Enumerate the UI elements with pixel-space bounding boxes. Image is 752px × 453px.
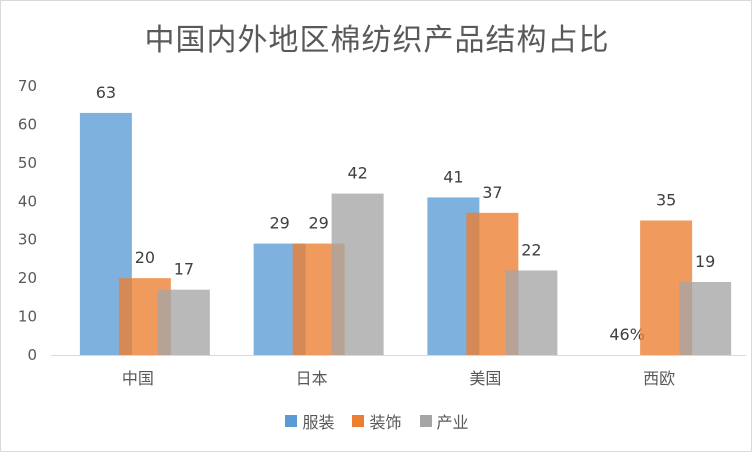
legend-label: 服装 <box>302 413 335 432</box>
y-tick-label: 40 <box>18 192 37 210</box>
data-label: 37 <box>482 183 502 202</box>
data-label: 35 <box>656 191 676 210</box>
legend-label: 产业 <box>436 413 469 432</box>
y-tick-label: 60 <box>18 115 37 133</box>
data-label: 29 <box>269 214 289 233</box>
x-category-label: 日本 <box>296 369 328 388</box>
data-label: 20 <box>135 248 155 267</box>
data-label: 22 <box>521 240 541 259</box>
legend-label: 装饰 <box>369 413 402 432</box>
legend-item: 产业 <box>419 409 469 433</box>
data-label: 17 <box>174 260 194 279</box>
bar-产业 <box>679 281 732 355</box>
data-label: 41 <box>443 167 463 186</box>
bar-产业 <box>331 193 384 355</box>
data-label: 29 <box>308 214 328 233</box>
legend-item: 服装 <box>285 409 334 433</box>
x-category-label: 美国 <box>469 369 501 388</box>
x-category-label: 西欧 <box>643 369 675 388</box>
chart-legend: 服装 装饰 产业 <box>1 409 752 433</box>
x-category-label: 中国 <box>122 369 154 388</box>
y-tick-label: 50 <box>18 154 37 172</box>
legend-swatch <box>352 415 365 427</box>
bar-产业 <box>505 270 558 355</box>
data-label: 46% <box>609 325 645 344</box>
data-label: 42 <box>347 164 367 183</box>
legend-item: 装饰 <box>352 409 402 433</box>
bar-产业 <box>157 289 210 355</box>
y-tick-label: 10 <box>18 308 37 326</box>
data-label: 63 <box>96 83 116 102</box>
legend-swatch <box>419 415 432 427</box>
y-tick-label: 20 <box>18 269 37 287</box>
legend-swatch <box>285 415 298 427</box>
chart-title: 中国内外地区棉纺织产品结构占比 <box>144 23 610 58</box>
data-label: 19 <box>695 252 715 271</box>
y-tick-label: 70 <box>18 77 37 95</box>
y-tick-label: 0 <box>27 346 37 364</box>
y-tick-label: 30 <box>18 231 37 249</box>
